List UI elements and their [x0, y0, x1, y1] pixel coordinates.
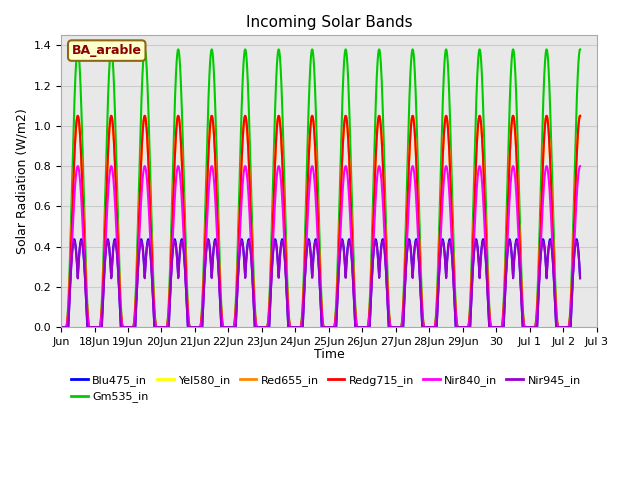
Line: Blu475_in: Blu475_in — [61, 239, 580, 327]
Blu475_in — [470, 254, 477, 260]
Line: Nir840_in: Nir840_in — [61, 166, 580, 327]
Yel580_in — [576, 113, 584, 119]
Legend: Blu475_in, Gm535_in, Yel580_in, Red655_in, Redg715_in, Nir840_in, Nir945_in: Blu475_in, Gm535_in, Yel580_in, Red655_i… — [67, 371, 585, 407]
Red655_in — [364, 323, 372, 328]
Nir840_in — [442, 164, 450, 169]
Redg715_in — [57, 324, 65, 330]
Red655_in — [83, 303, 91, 309]
Gm535_in — [442, 47, 450, 53]
Nir945_in — [387, 324, 395, 330]
Blu475_in — [57, 324, 65, 330]
Nir945_in — [442, 271, 450, 277]
Gm535_in — [83, 297, 91, 303]
Red655_in — [442, 113, 450, 119]
Line: Red655_in: Red655_in — [61, 116, 580, 327]
Gm535_in — [57, 324, 65, 330]
Gm535_in — [245, 111, 253, 117]
Nir945_in — [57, 324, 65, 330]
Y-axis label: Solar Radiation (W/m2): Solar Radiation (W/m2) — [15, 108, 28, 254]
Title: Incoming Solar Bands: Incoming Solar Bands — [246, 15, 412, 30]
Blu475_in — [442, 270, 450, 276]
Gm535_in — [387, 324, 395, 330]
Blu475_in — [387, 324, 395, 330]
Yel580_in — [470, 225, 477, 231]
Nir945_in — [470, 255, 477, 261]
Nir840_in — [387, 324, 395, 330]
X-axis label: Time: Time — [314, 348, 344, 361]
Yel580_in — [83, 303, 91, 309]
Blu475_in — [438, 236, 446, 242]
Nir840_in — [245, 201, 253, 206]
Yel580_in — [57, 324, 65, 330]
Text: BA_arable: BA_arable — [72, 44, 141, 57]
Gm535_in — [576, 47, 584, 52]
Red655_in — [470, 225, 477, 231]
Red655_in — [387, 324, 395, 330]
Nir840_in — [83, 309, 91, 314]
Yel580_in — [245, 162, 253, 168]
Nir840_in — [57, 324, 65, 330]
Blu475_in — [576, 275, 584, 280]
Redg715_in — [83, 303, 91, 309]
Gm535_in — [364, 322, 372, 327]
Nir945_in — [438, 238, 446, 244]
Yel580_in — [442, 113, 450, 119]
Gm535_in — [470, 194, 477, 200]
Nir840_in — [470, 249, 477, 254]
Nir945_in — [83, 321, 91, 327]
Nir945_in — [364, 324, 372, 330]
Blu475_in — [83, 321, 91, 327]
Line: Gm535_in: Gm535_in — [61, 49, 580, 327]
Line: Nir945_in: Nir945_in — [61, 241, 580, 327]
Redg715_in — [364, 323, 372, 328]
Nir945_in — [245, 238, 253, 244]
Blu475_in — [364, 324, 372, 330]
Blu475_in — [245, 236, 253, 242]
Redg715_in — [245, 162, 253, 168]
Nir945_in — [576, 276, 584, 281]
Line: Yel580_in: Yel580_in — [61, 116, 580, 327]
Nir840_in — [576, 163, 584, 169]
Red655_in — [57, 324, 65, 330]
Redg715_in — [387, 324, 395, 330]
Yel580_in — [364, 323, 372, 328]
Red655_in — [245, 162, 253, 168]
Line: Redg715_in: Redg715_in — [61, 116, 580, 327]
Redg715_in — [470, 225, 477, 231]
Yel580_in — [387, 324, 395, 330]
Red655_in — [576, 113, 584, 119]
Redg715_in — [442, 113, 450, 119]
Redg715_in — [576, 113, 584, 119]
Nir840_in — [364, 323, 372, 328]
